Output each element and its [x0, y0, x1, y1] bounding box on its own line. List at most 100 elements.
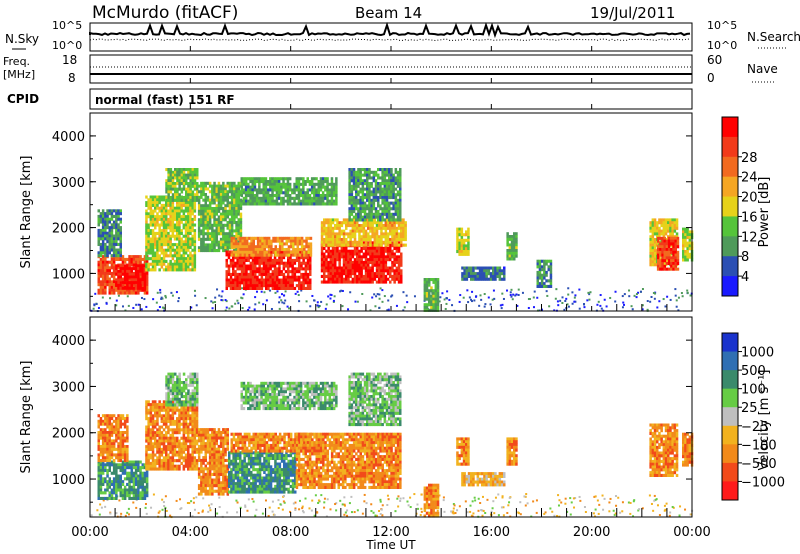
- range-cell: [353, 252, 357, 256]
- range-cell: [119, 283, 122, 287]
- range-cell: [101, 285, 105, 289]
- range-cell: [327, 280, 330, 284]
- range-cell: [145, 291, 149, 295]
- range-cell: [206, 198, 210, 202]
- range-cell: [149, 212, 153, 216]
- range-cell: [249, 286, 253, 290]
- range-cell: [240, 256, 244, 260]
- range-cell: [215, 229, 218, 233]
- range-cell: [309, 236, 313, 240]
- range-cell: [108, 280, 111, 284]
- range-cell: [99, 263, 103, 267]
- range-cell: [154, 265, 157, 269]
- range-cell: [363, 182, 367, 186]
- range-cell: [191, 223, 194, 227]
- range-cell: [196, 184, 199, 188]
- range-cell: [154, 231, 157, 235]
- range-cell: [667, 267, 671, 271]
- range-cell: [224, 207, 227, 211]
- range-cell: [141, 278, 144, 282]
- freq-label: Freq.: [3, 55, 30, 68]
- range-cell: [273, 275, 277, 279]
- range-cell: [356, 266, 359, 270]
- range-cell: [651, 252, 655, 256]
- range-cell: [362, 229, 366, 233]
- range-cell: [141, 272, 144, 276]
- scatter-cell: [210, 300, 213, 303]
- range-cell: [345, 266, 348, 270]
- range-cell: [115, 272, 118, 276]
- range-cell: [213, 240, 216, 244]
- range-cell: [386, 277, 390, 281]
- range-cell: [251, 194, 254, 198]
- range-cell: [234, 250, 238, 254]
- range-cell: [391, 266, 394, 270]
- range-cell: [273, 182, 276, 186]
- range-cell: [154, 215, 157, 219]
- range-cell: [101, 231, 105, 235]
- scatter-cell: [622, 303, 625, 306]
- range-cell: [252, 245, 255, 249]
- range-cell: [160, 265, 164, 269]
- range-cell: [397, 246, 401, 250]
- range-cell: [353, 221, 357, 225]
- range-cell: [169, 226, 172, 230]
- range-cell: [184, 262, 188, 266]
- scatter-cell: [403, 306, 406, 309]
- range-cell: [187, 220, 190, 224]
- range-cell: [374, 207, 378, 211]
- range-cell: [369, 255, 372, 259]
- range-cell: [323, 243, 326, 247]
- range-cell: [213, 209, 216, 213]
- range-cell: [261, 253, 264, 257]
- range-cell: [224, 204, 227, 208]
- range-cell: [289, 250, 293, 254]
- range-cell: [112, 226, 116, 230]
- range-cell: [263, 245, 266, 249]
- range-cell: [242, 191, 246, 195]
- range-cell: [173, 243, 177, 247]
- scatter-cell: [479, 294, 482, 297]
- range-cell: [425, 297, 429, 301]
- range-cell: [380, 255, 383, 259]
- range-cell: [510, 251, 514, 255]
- range-cell: [178, 179, 181, 183]
- range-cell: [139, 264, 142, 268]
- range-cell: [478, 274, 482, 278]
- range-cell: [308, 188, 312, 192]
- range-cell: [182, 259, 186, 263]
- range-cell: [115, 237, 118, 241]
- range-cell: [393, 272, 396, 276]
- range-cell: [99, 245, 103, 249]
- range-cell: [213, 187, 216, 191]
- scatter-cell: [674, 294, 677, 297]
- range-cell: [255, 196, 259, 200]
- range-cell: [359, 215, 362, 219]
- range-cell: [340, 238, 344, 242]
- range-cell: [255, 188, 259, 192]
- range-cell: [436, 300, 440, 304]
- range-cell: [362, 246, 366, 250]
- range-cell: [178, 229, 181, 233]
- range-cell: [320, 249, 324, 253]
- range-cell: [656, 221, 659, 225]
- range-cell: [256, 245, 260, 249]
- range-cell: [121, 267, 125, 271]
- range-cell: [217, 201, 221, 205]
- range-cell: [151, 245, 155, 249]
- range-cell: [327, 272, 330, 276]
- range-cell: [147, 206, 150, 210]
- range-cell: [178, 243, 181, 247]
- range-cell: [280, 202, 283, 206]
- range-cell: [245, 275, 248, 279]
- range-cell: [154, 206, 157, 210]
- range-cell: [404, 238, 407, 242]
- range-cell: [264, 191, 268, 195]
- range-cell: [110, 217, 114, 221]
- range-cell: [217, 207, 221, 211]
- range-cell: [296, 253, 299, 257]
- range-cell: [291, 286, 294, 290]
- range-cell: [309, 278, 312, 282]
- range-cell: [267, 261, 270, 265]
- range-cell: [428, 303, 431, 307]
